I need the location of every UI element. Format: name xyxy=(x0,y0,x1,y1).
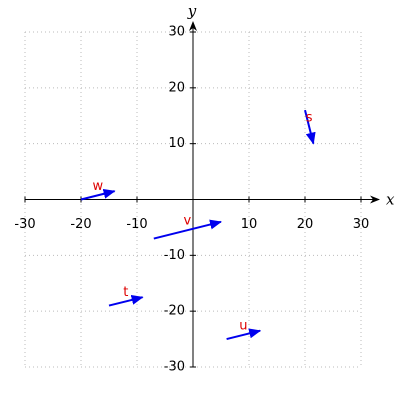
y-tick-label: -30 xyxy=(164,360,185,375)
x-tick-label: 30 xyxy=(353,217,370,232)
vector-arrow xyxy=(80,188,116,201)
vector-arrow xyxy=(108,295,144,307)
x-tick-label: 10 xyxy=(241,217,258,232)
y-tick-label: 10 xyxy=(168,136,185,151)
x-tick-label: 20 xyxy=(297,217,314,232)
y-tick-label: -10 xyxy=(164,248,185,263)
y-tick-label: 30 xyxy=(168,25,185,40)
x-axis-label: x xyxy=(386,191,395,209)
y-tick-label: -20 xyxy=(164,304,185,319)
vector-label: v xyxy=(184,214,192,229)
x-tick-label: -10 xyxy=(126,217,147,232)
vector-arrow xyxy=(304,109,316,145)
vector-label: u xyxy=(239,318,247,333)
vector-label: t xyxy=(123,285,128,300)
x-tick-label: -20 xyxy=(70,217,91,232)
vector-arrow xyxy=(153,219,222,240)
y-axis-label: y xyxy=(187,2,197,20)
x-tick-label: -30 xyxy=(14,217,35,232)
vector-label: s xyxy=(306,110,313,125)
vector-arrow xyxy=(226,328,262,341)
y-tick-label: 20 xyxy=(168,80,185,95)
vector-label: w xyxy=(92,179,103,194)
